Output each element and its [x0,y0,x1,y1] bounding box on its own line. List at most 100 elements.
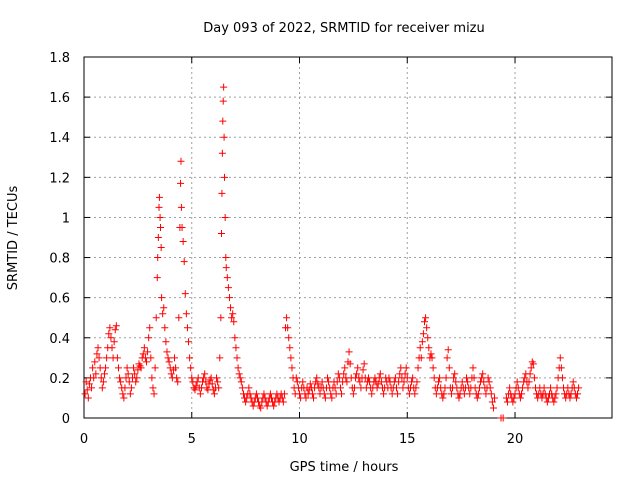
data-point [88,384,96,392]
data-point [380,390,388,398]
data-point [147,354,155,362]
data-point [314,380,322,388]
data-point [137,364,145,372]
data-point [429,364,437,372]
data-point [221,213,229,221]
data-point [222,254,230,262]
data-point [439,394,447,402]
x-tick-label: 10 [291,432,308,447]
data-point [162,338,170,346]
data-point [105,330,113,338]
data-point [445,364,453,372]
data-point [488,398,496,406]
data-point [98,384,106,392]
data-point [126,390,134,398]
data-point [217,229,225,237]
data-point [336,384,344,392]
data-point [257,404,265,412]
data-point [132,378,140,386]
x-tick-label: 15 [399,432,416,447]
data-point [343,378,351,386]
data-point [442,374,450,382]
data-point [543,398,551,406]
data-point [164,354,172,362]
data-point [443,354,451,362]
data-point [163,348,171,356]
data-point [174,378,182,386]
data-point [435,378,443,386]
data-point [302,394,310,402]
data-point [234,364,242,372]
data-point [188,374,196,382]
data-point [149,384,157,392]
data-point [530,374,538,382]
data-point [215,384,223,392]
data-point [328,394,336,402]
data-point [338,390,346,398]
data-point [238,384,246,392]
data-point [252,390,260,398]
data-point [486,384,494,392]
data-point [340,370,348,378]
data-point [210,390,218,398]
data-point [368,390,376,398]
data-point [376,370,384,378]
data-point [131,370,139,378]
data-point [157,223,165,231]
data-point [306,380,314,388]
data-point [419,330,427,338]
data-point [353,370,361,378]
data-point [375,374,383,382]
data-point [218,189,226,197]
data-point [489,404,497,412]
data-point [178,223,186,231]
data-point [288,364,296,372]
data-point [113,354,121,362]
data-point [479,370,487,378]
data-point [222,264,230,272]
data-point [359,366,367,374]
data-point [423,324,431,332]
data-point [223,274,231,282]
data-point [466,390,474,398]
data-point [422,314,430,322]
data-point [219,117,227,125]
data-point [464,378,472,386]
data-point [173,374,181,382]
data-point [116,374,124,382]
data-point [349,390,357,398]
data-point [324,374,332,382]
data-point [335,374,343,382]
data-point [95,354,103,362]
y-tick-label: 1.4 [49,131,70,146]
data-point [213,374,221,382]
data-point [100,370,108,378]
y-tick-label: 1.8 [49,51,70,66]
data-point [232,344,240,352]
data-point [92,370,100,378]
data-point [286,344,294,352]
data-point [99,378,107,386]
data-point [140,344,148,352]
data-point [513,378,521,386]
y-tick-label: 0 [62,412,70,427]
data-point [411,390,419,398]
data-point [350,384,358,392]
data-point [529,360,537,368]
data-point [279,398,287,406]
data-point [97,374,105,382]
data-point [227,304,235,312]
data-point [150,390,158,398]
data-point [121,384,129,392]
data-point [491,394,499,402]
data-points [81,83,583,422]
data-point [235,370,243,378]
data-point [230,318,238,326]
data-point [103,354,111,362]
data-point [175,314,183,322]
data-point [284,324,292,332]
data-point [214,378,222,386]
data-point [484,374,492,382]
data-point [428,354,436,362]
data-point [547,384,555,392]
